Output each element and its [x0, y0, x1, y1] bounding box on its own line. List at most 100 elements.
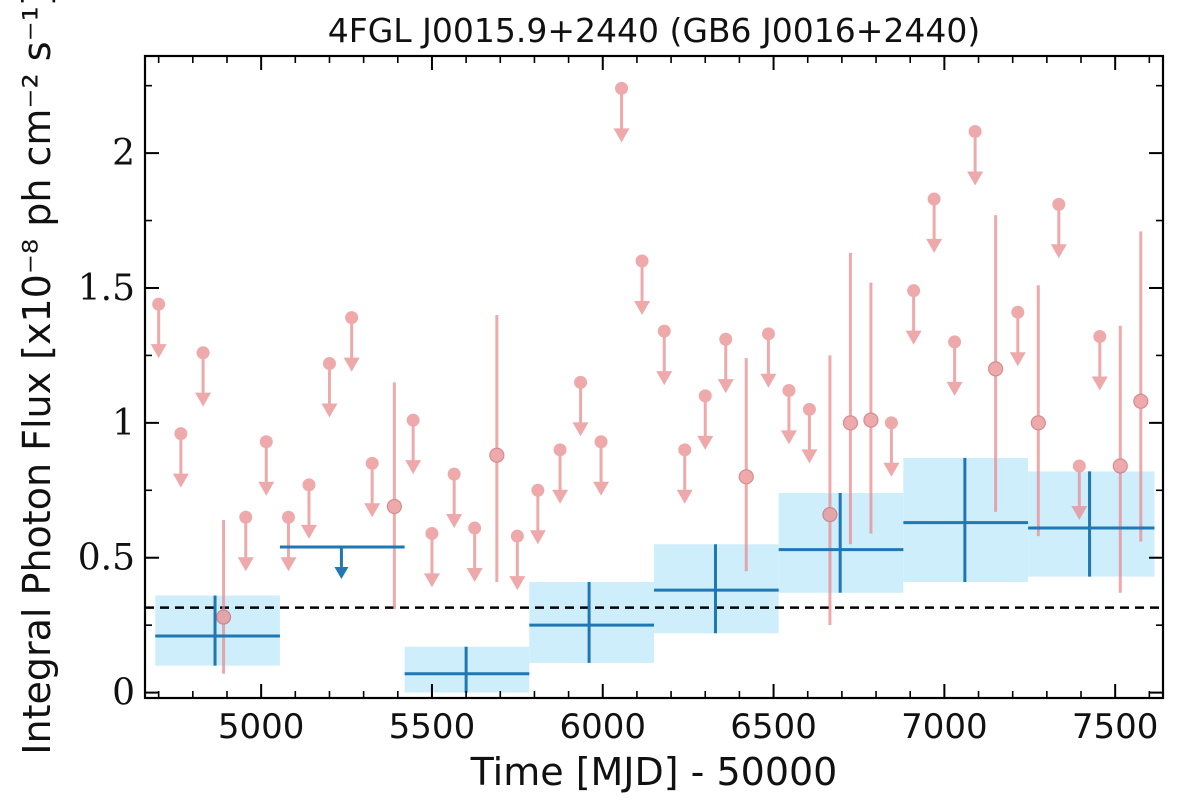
x-tick-label: 7000	[901, 707, 988, 747]
upper-limit-point-14	[509, 529, 526, 591]
upper-limit-point-26	[780, 383, 797, 445]
detection-point-9	[1112, 325, 1128, 593]
upper-limit-point-11	[423, 526, 440, 588]
upper-limit-arrowhead	[1009, 352, 1026, 367]
upper-limit-point-8	[343, 311, 360, 372]
detection-marker	[1112, 458, 1128, 474]
upper-limit-arrowhead	[364, 503, 381, 518]
upper-limit-arrowhead	[967, 171, 984, 186]
upper-limit-arrowhead	[593, 481, 610, 496]
short-bin-points	[150, 81, 1149, 674]
upper-limit-point-15	[529, 483, 546, 545]
upper-limit-arrowhead	[280, 557, 297, 572]
upper-limit-marker	[635, 254, 649, 268]
upper-limit-marker	[594, 435, 608, 449]
upper-limit-marker	[698, 389, 712, 403]
y-tick-label: 0	[112, 673, 135, 714]
upper-limit-point-18	[593, 435, 610, 496]
detection-marker	[1133, 393, 1149, 409]
upper-limit-point-27	[801, 402, 818, 464]
upper-limit-marker	[968, 125, 982, 139]
upper-limit-arrowhead	[237, 557, 254, 572]
detection-point-7	[988, 215, 1004, 512]
detection-marker	[842, 415, 859, 431]
upper-limit-point-4	[258, 435, 275, 496]
upper-limit-point-31	[946, 335, 963, 396]
upper-limit-marker	[1011, 305, 1025, 319]
upper-limit-point-20	[634, 254, 651, 315]
detection-marker	[386, 498, 402, 515]
upper-limit-marker	[447, 467, 461, 481]
detection-marker	[863, 412, 879, 428]
upper-limit-marker	[719, 332, 733, 346]
plot-axes	[143, 54, 1165, 700]
upper-limit-marker	[365, 456, 379, 470]
x-axis-label: Time [MJD] - 50000	[470, 750, 838, 794]
upper-limit-point-35	[1071, 459, 1088, 520]
upper-limit-marker	[345, 311, 359, 325]
upper-limit-point-36	[1091, 330, 1108, 391]
upper-limit-marker	[802, 402, 816, 416]
upper-limit-point-30	[926, 192, 943, 253]
long-bin-6	[903, 457, 1029, 583]
upper-limit-marker	[259, 435, 273, 449]
upper-limit-point-24	[717, 332, 734, 394]
upper-limit-marker	[152, 297, 166, 311]
upper-limit-arrowhead	[446, 514, 463, 529]
upper-limit-arrowhead	[423, 573, 440, 588]
long-bin-1	[279, 545, 405, 579]
upper-limit-arrowhead	[1050, 244, 1067, 259]
upper-limit-point-10	[405, 413, 422, 475]
upper-limit-point-12	[446, 467, 463, 529]
upper-limit-point-19	[613, 81, 630, 143]
upper-limit-marker	[884, 416, 898, 430]
upper-limit-arrowhead	[801, 449, 818, 464]
upper-limit-arrowhead	[343, 357, 360, 372]
upper-limit-marker	[406, 413, 420, 427]
upper-limit-marker	[782, 383, 796, 397]
upper-limit-arrowhead	[572, 422, 589, 437]
upper-limit-marker	[425, 526, 439, 540]
upper-limit-arrowhead	[150, 344, 167, 359]
upper-limit-marker	[927, 192, 941, 206]
upper-limit-point-3	[237, 510, 254, 572]
upper-limit-arrowhead	[926, 238, 943, 253]
upper-limit-marker	[678, 443, 692, 457]
upper-limit-arrowhead	[946, 381, 963, 396]
upper-limit-point-22	[676, 443, 693, 504]
upper-limit-point-17	[572, 375, 589, 437]
upper-limit-arrowhead	[883, 462, 900, 477]
upper-limit-marker	[553, 443, 567, 457]
long-bin-band-7	[1028, 471, 1155, 577]
upper-limit-marker	[1072, 459, 1086, 473]
upper-limit-point-2	[195, 346, 212, 407]
upper-limit-marker	[239, 510, 253, 524]
upper-limit-arrowhead	[1071, 505, 1088, 520]
long-bin-band-0	[155, 595, 280, 666]
upper-limit-arrowhead	[613, 128, 630, 143]
detection-point-5	[842, 252, 859, 545]
upper-limit-arrowhead	[634, 300, 651, 315]
upper-limit-marker	[907, 284, 921, 298]
upper-limit-arrowhead	[529, 530, 546, 545]
upper-limit-marker	[174, 427, 188, 441]
detection-point-10	[1133, 231, 1149, 542]
upper-limit-point-0	[150, 297, 167, 359]
upper-limit-point-7	[321, 357, 338, 418]
upper-limit-marker	[761, 327, 775, 341]
upper-limit-arrowhead	[905, 330, 922, 345]
upper-limit-arrowhead	[321, 403, 338, 418]
y-axis-label: Integral Photon Flux [x10⁻⁸ ph cm⁻² s⁻¹]	[15, 0, 59, 755]
upper-limit-point-9	[364, 456, 381, 518]
upper-limit-arrowhead	[760, 373, 777, 388]
upper-limit-arrowhead	[717, 379, 734, 394]
upper-limit-marker	[281, 510, 295, 524]
upper-limit-marker	[322, 357, 336, 371]
upper-limit-point-32	[967, 125, 984, 186]
long-bin-4	[654, 544, 779, 634]
upper-limit-marker	[657, 324, 671, 338]
upper-limit-marker	[196, 346, 210, 360]
x-tick-label: 6500	[730, 707, 817, 747]
detection-point-0	[215, 519, 232, 674]
